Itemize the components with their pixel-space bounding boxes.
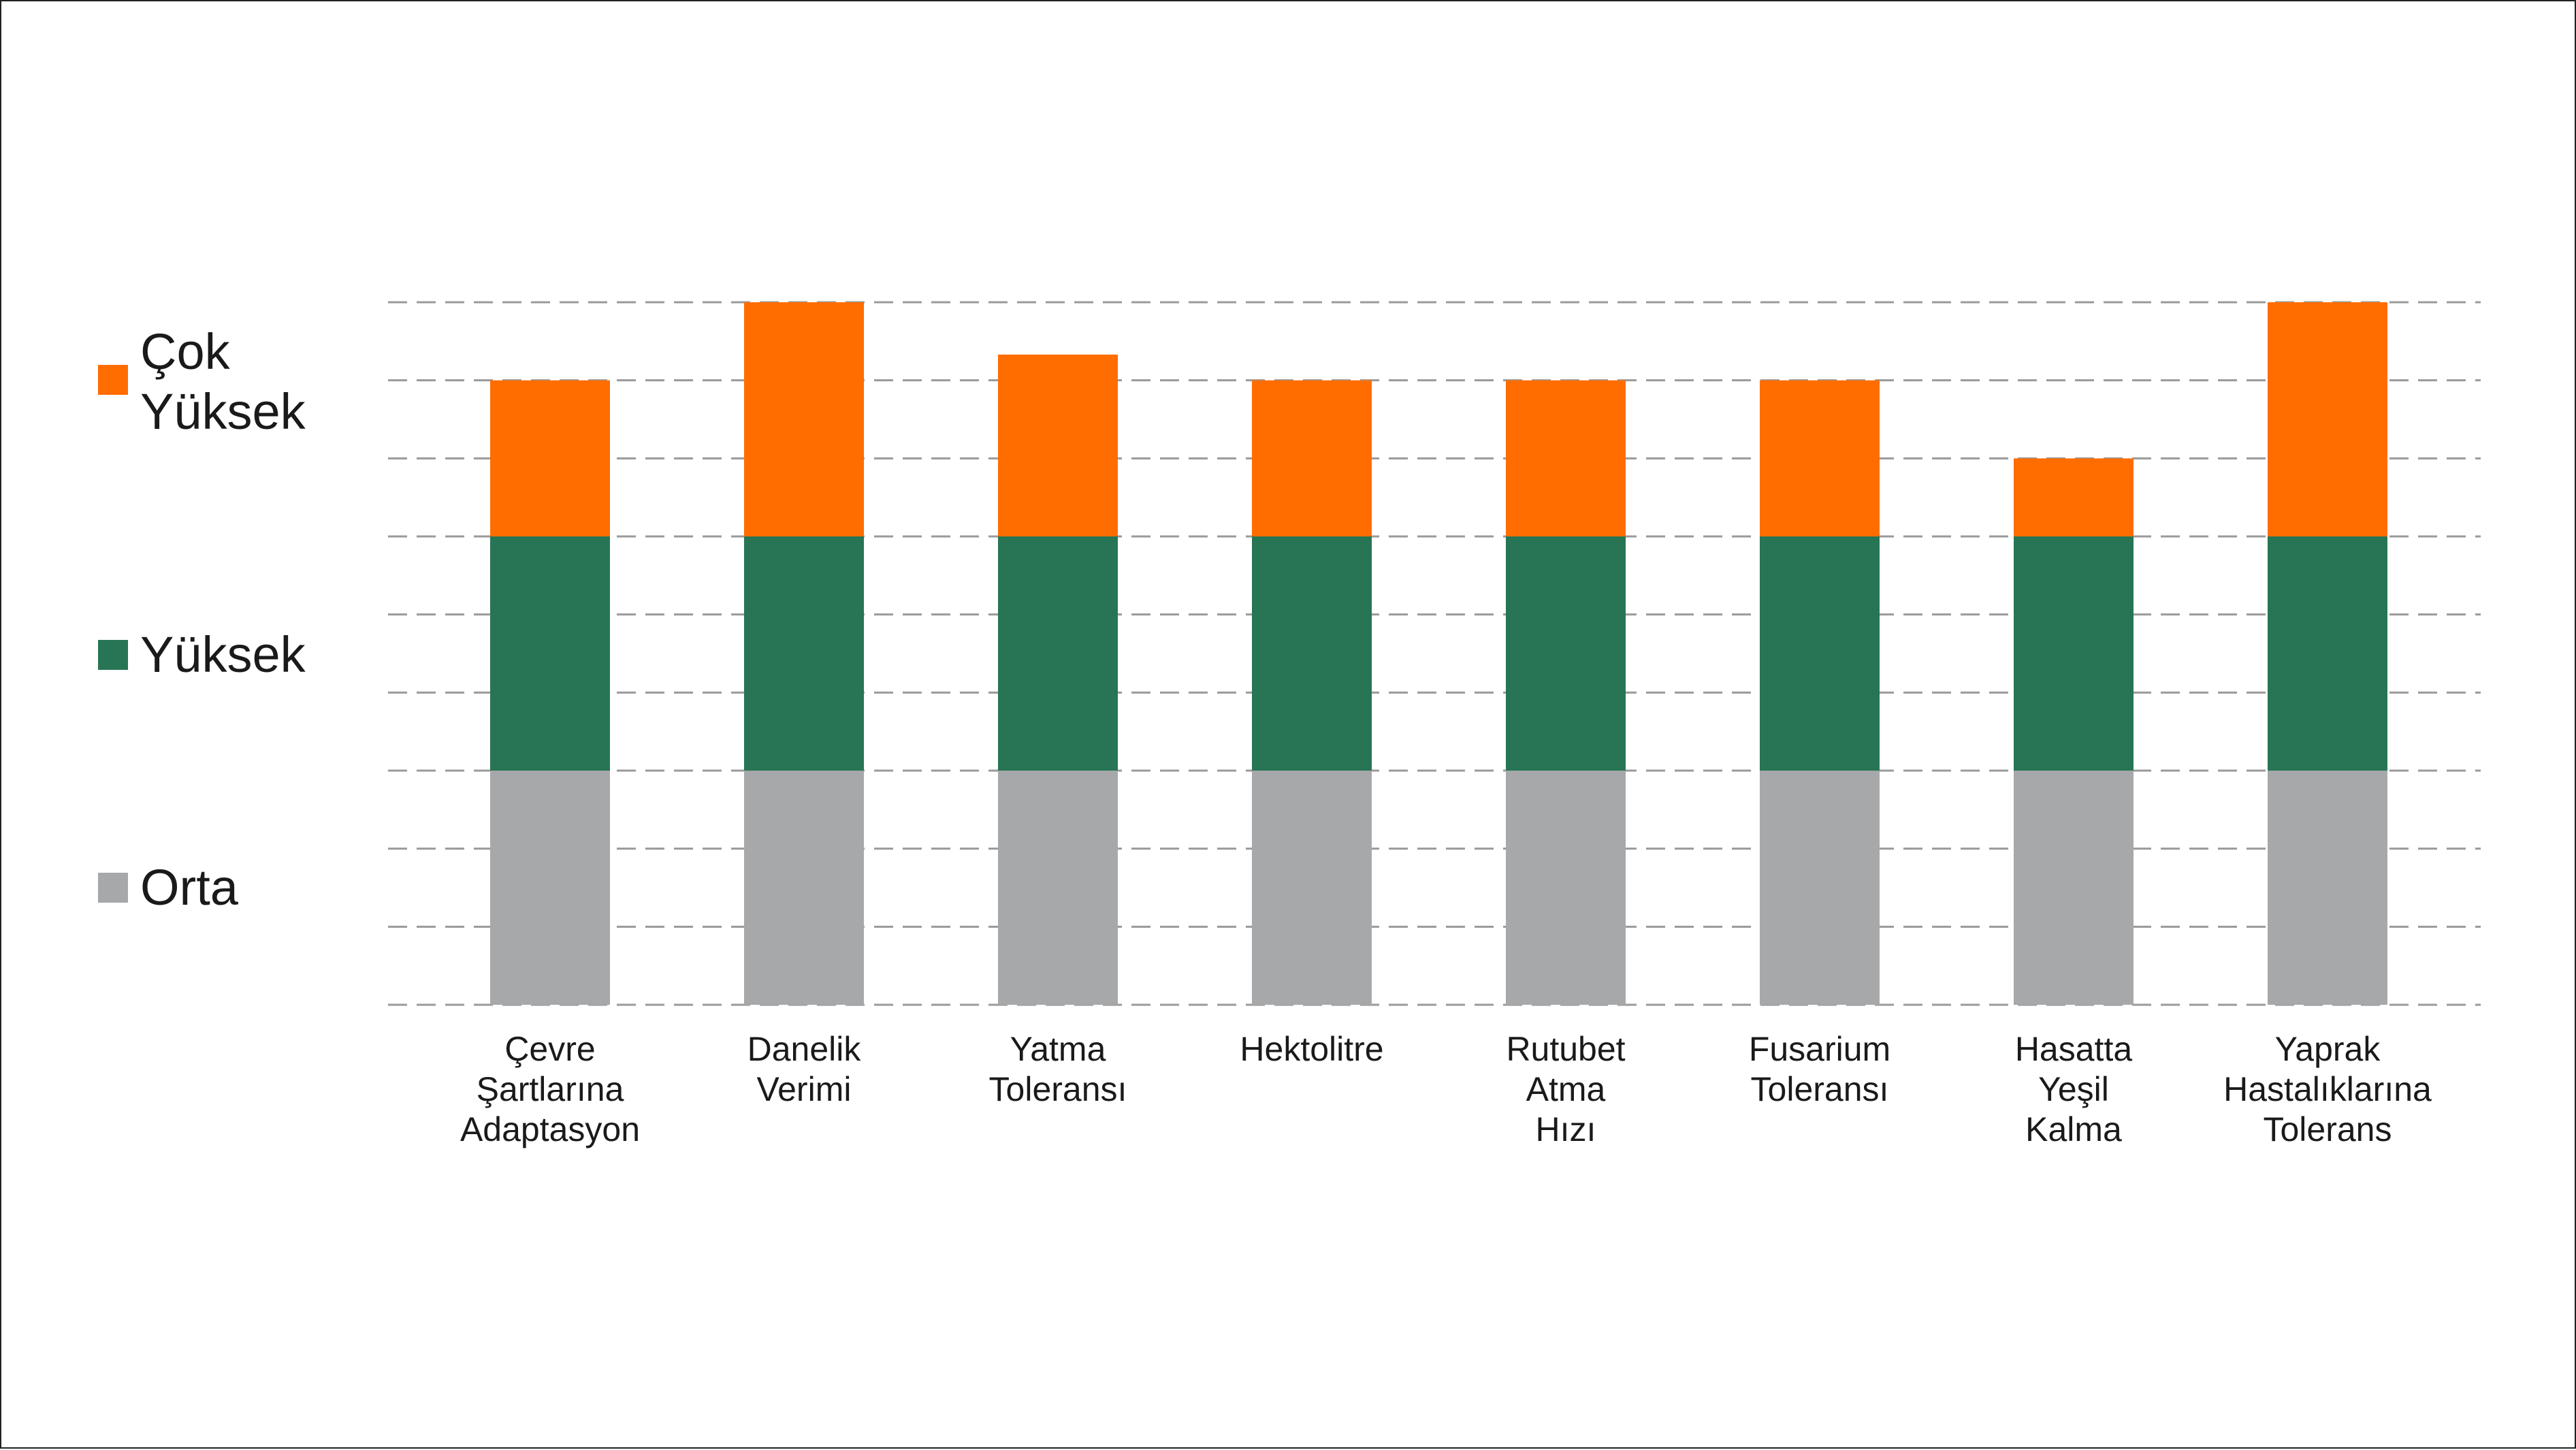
bar-segment-yuksek — [1252, 536, 1372, 771]
grid-lines — [388, 301, 2481, 1006]
bar-segment-orta — [1252, 771, 1372, 1005]
bar-segment-yuksek — [744, 536, 864, 771]
legend-swatch — [98, 640, 128, 670]
bar-segment-orta — [1506, 771, 1626, 1005]
bar-segment-cok-yuksek — [1506, 380, 1626, 536]
bar-segment-orta — [490, 771, 610, 1005]
bar-segment-yuksek — [2268, 536, 2387, 771]
bar-segment-orta — [744, 771, 864, 1005]
legend: Çok Yüksek Yüksek Orta — [98, 323, 306, 916]
bar-segment-cok-yuksek — [1760, 380, 1880, 536]
bar-segment-cok-yuksek — [1252, 380, 1372, 536]
x-tick-labels: Çevre Şartlarına Adaptasyon Danelik Verimi Ya… — [460, 1030, 2432, 1148]
bar-segment-orta — [2268, 771, 2387, 1005]
x-tick-label: Yaprak Hastalıklarına Tolerans — [2223, 1030, 2432, 1148]
legend-label: Çok Yüksek — [140, 323, 306, 440]
bar-segment-orta — [1760, 771, 1880, 1005]
bar-segment-yuksek — [1506, 536, 1626, 771]
legend-label: Yüksek — [140, 626, 306, 683]
bar-segment-orta — [998, 771, 1118, 1005]
x-tick-label: Fusarium Toleransı — [1749, 1030, 1890, 1108]
x-tick-label: Rutubet Atma Hızı — [1506, 1030, 1625, 1148]
bar-segment-yuksek — [490, 536, 610, 771]
x-tick-label: Hasatta Yeşil Kalma — [2015, 1030, 2133, 1148]
x-tick-label: Yatma Toleransı — [989, 1030, 1127, 1108]
bar-segment-yuksek — [998, 536, 1118, 771]
bar-segment-cok-yuksek — [2268, 302, 2387, 536]
x-tick-label: Çevre Şartlarına Adaptasyon — [460, 1030, 640, 1148]
bar-segment-cok-yuksek — [490, 380, 610, 536]
legend-entry-yuksek: Yüksek — [98, 626, 306, 683]
bar-segment-cok-yuksek — [998, 354, 1118, 536]
legend-entry-cok-yuksek: Çok Yüksek — [98, 323, 306, 440]
legend-swatch — [98, 873, 128, 903]
bars — [490, 302, 2387, 1005]
x-tick-label: Danelik Verimi — [747, 1030, 862, 1108]
legend-swatch — [98, 365, 128, 395]
x-tick-label: Hektolitre — [1240, 1030, 1383, 1068]
bar-segment-cok-yuksek — [2014, 458, 2134, 536]
bar-segment-cok-yuksek — [744, 302, 864, 536]
bar-segment-orta — [2014, 771, 2134, 1005]
bar-segment-yuksek — [2014, 536, 2134, 771]
legend-label: Orta — [140, 859, 239, 916]
bar-segment-yuksek — [1760, 536, 1880, 771]
legend-entry-orta: Orta — [98, 859, 239, 916]
